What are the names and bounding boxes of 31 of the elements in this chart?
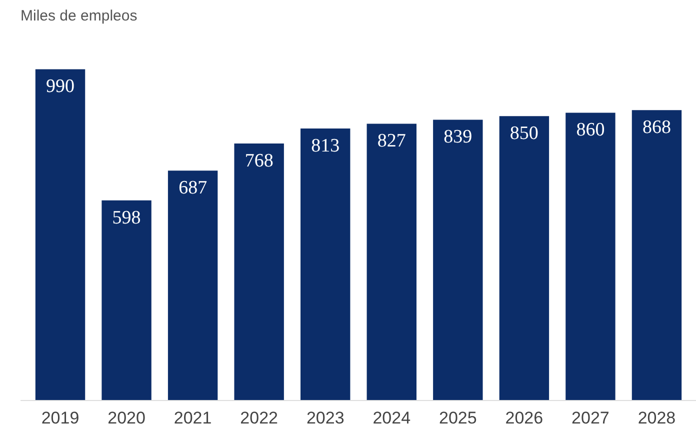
bar [168, 170, 218, 400]
x-tick-label: 2024 [372, 408, 411, 426]
x-tick-label: 2027 [572, 408, 610, 426]
data-label: 687 [178, 178, 208, 199]
bar [433, 120, 483, 400]
x-tick-label: 2026 [505, 408, 544, 426]
x-tick-label: 2023 [306, 408, 344, 426]
bar [632, 110, 682, 400]
bar [234, 144, 284, 400]
bar [499, 116, 550, 400]
data-label: 768 [244, 150, 274, 172]
x-tick-label: 2019 [41, 408, 80, 426]
data-label: 839 [444, 126, 472, 148]
bar [35, 69, 86, 400]
data-label: 813 [311, 135, 340, 156]
data-label: 827 [377, 130, 406, 152]
bar [102, 200, 152, 400]
chart-title: Miles de empleos [20, 8, 138, 24]
x-tick-label: 2021 [174, 408, 212, 426]
data-label: 868 [642, 117, 671, 138]
bar [366, 124, 416, 400]
data-label: 860 [576, 120, 605, 141]
x-tick-label: 2028 [638, 408, 676, 426]
bar [300, 128, 350, 400]
data-label: 990 [46, 76, 75, 98]
x-tick-label: 2022 [240, 408, 278, 426]
x-tick-label: 2025 [439, 408, 477, 426]
bar [566, 112, 616, 400]
data-label: 850 [510, 123, 538, 144]
data-label: 598 [112, 207, 141, 228]
x-tick-label: 2020 [108, 408, 146, 426]
